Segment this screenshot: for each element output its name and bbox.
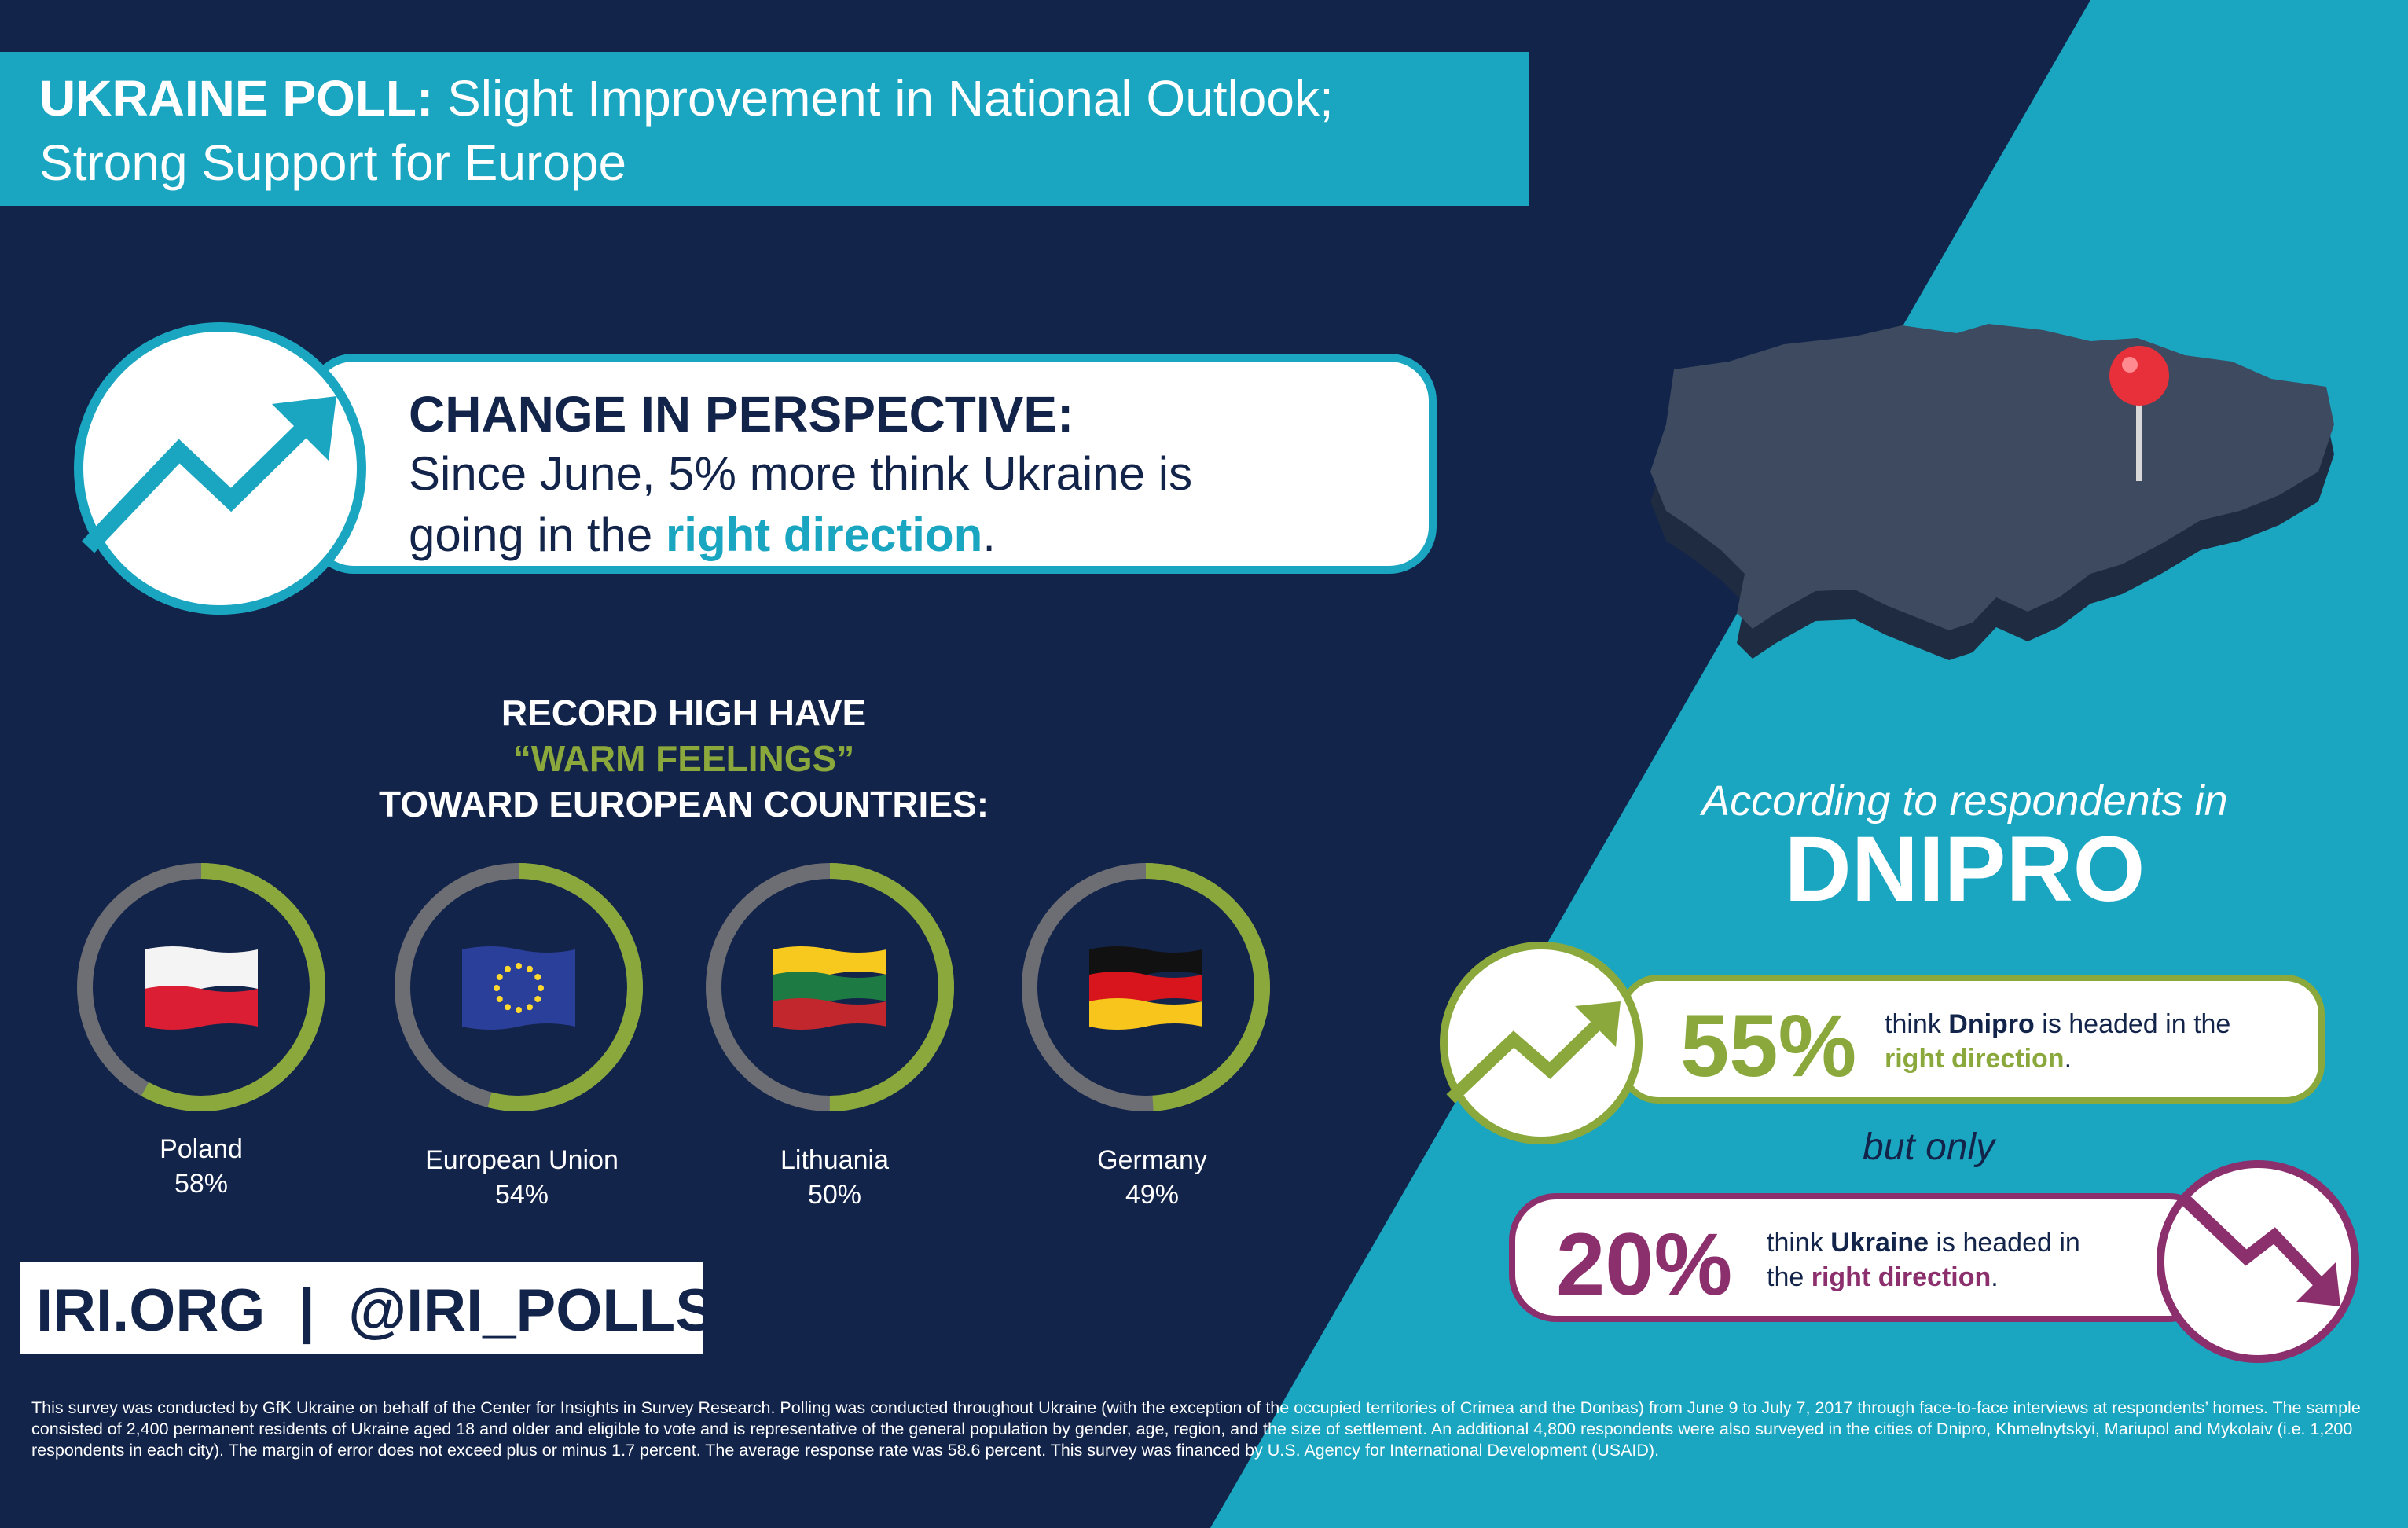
ring-lithuania bbox=[706, 863, 954, 1111]
ring-poland bbox=[77, 863, 325, 1111]
perspective-line-1: Since June, 5% more think Ukraine is bbox=[409, 447, 1193, 500]
ukraine-percent: 20% bbox=[1556, 1215, 1733, 1313]
country-label-germany: Germany 49% bbox=[1097, 1145, 1207, 1210]
dnipro-title: DNIPRO bbox=[1784, 817, 2146, 921]
perspective-line-2: going in the right direction. bbox=[409, 509, 996, 561]
eu-flag-icon bbox=[462, 946, 575, 1030]
brand-box: IRI.ORG | @IRI_POLLS bbox=[20, 1262, 715, 1354]
ukraine-map-icon bbox=[1650, 324, 2334, 660]
ring-fill bbox=[1022, 863, 1270, 1111]
poland-flag-icon bbox=[145, 946, 258, 1030]
dnipro-desc-2: right direction. bbox=[1885, 1044, 2072, 1074]
ring-fill bbox=[77, 863, 325, 1111]
ring-european-union bbox=[395, 863, 643, 1111]
dnipro-desc-1: think Dnipro is headed in the bbox=[1885, 1009, 2231, 1039]
country-rings bbox=[77, 863, 1270, 1111]
warm-heading-2: “WARM FEELINGS” bbox=[512, 738, 855, 779]
according-text: According to respondents in bbox=[1701, 777, 2228, 825]
ukraine-desc-2: the right direction. bbox=[1767, 1262, 1999, 1292]
germany-flag-icon bbox=[1089, 946, 1202, 1030]
title-banner: UKRAINE POLL: Slight Improvement in Nati… bbox=[0, 52, 1529, 206]
ukraine-20-card: 20% think Ukraine is headed in the right… bbox=[1509, 1193, 2216, 1322]
country-label-eu: European Union 54% bbox=[425, 1145, 619, 1210]
but-only-text: but only bbox=[1863, 1126, 1995, 1168]
dnipro-55-card: 55% think Dnipro is headed in the right … bbox=[1619, 975, 2325, 1104]
brand-text: IRI.ORG | @IRI_POLLS bbox=[36, 1277, 715, 1344]
warm-heading-3: TOWARD EUROPEAN COUNTRIES: bbox=[378, 784, 989, 825]
lithuania-flag-icon bbox=[773, 946, 886, 1030]
trend-up-icon bbox=[74, 322, 366, 615]
country-label-poland: Poland 58% bbox=[160, 1134, 243, 1199]
title-line-1: UKRAINE POLL: Slight Improvement in Nati… bbox=[39, 70, 1334, 127]
perspective-card: CHANGE IN PERSPECTIVE: Since June, 5% mo… bbox=[307, 354, 1437, 574]
footnote: This survey was conducted by GfK Ukraine… bbox=[31, 1398, 2361, 1460]
country-label-lithuania: Lithuania 50% bbox=[780, 1145, 889, 1210]
ring-fill bbox=[706, 863, 954, 1111]
title-line-2: Strong Support for Europe bbox=[39, 134, 627, 191]
perspective-heading: CHANGE IN PERSPECTIVE: bbox=[409, 386, 1074, 443]
trend-up-green-icon bbox=[1440, 942, 1643, 1144]
dnipro-percent: 55% bbox=[1680, 997, 1857, 1095]
trend-down-icon bbox=[2157, 1160, 2359, 1363]
ukraine-desc-1: think Ukraine is headed in bbox=[1767, 1228, 2080, 1258]
ring-germany bbox=[1022, 863, 1270, 1111]
warm-heading-1: RECORD HIGH HAVE bbox=[501, 692, 867, 733]
ring-fill bbox=[395, 863, 643, 1111]
